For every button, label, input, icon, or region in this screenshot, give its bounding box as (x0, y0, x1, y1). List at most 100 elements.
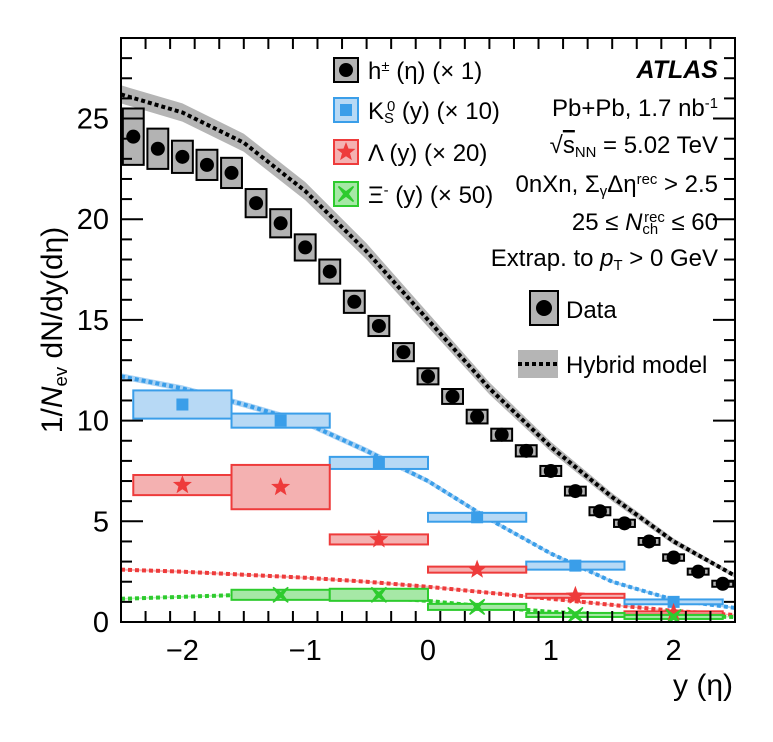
data-point-circle (175, 149, 190, 164)
legend-model-band (518, 350, 558, 378)
data-point-square (274, 414, 287, 427)
data-point (565, 585, 585, 604)
y-tick-label: 10 (77, 406, 109, 438)
data-point (249, 196, 264, 211)
data-point-circle (543, 463, 558, 478)
legend-marker-3 (337, 185, 355, 203)
data-point (470, 409, 485, 424)
x-tick-label: −1 (289, 635, 322, 667)
data-point-xstar (665, 608, 682, 622)
legend-marker-2 (336, 142, 356, 161)
legend-model-label: Hybrid model (566, 352, 707, 379)
data-point-circle (371, 318, 386, 333)
data-point-square (372, 456, 385, 469)
data-point (445, 389, 460, 404)
data-point (664, 602, 684, 621)
info-line-dataset: Pb+Pb, 1.7 nb-1 (552, 95, 718, 122)
legend-label-0: h± (η) (× 1) (368, 58, 482, 85)
y-tick-label: 25 (77, 104, 109, 136)
atlas-label: ATLAS (636, 56, 719, 84)
x-tick-label: 2 (666, 635, 682, 667)
legend-label-3: Ξ- (y) (× 50) (368, 182, 493, 209)
info-block: ATLAS Pb+Pb, 1.7 nb-1 √sNN = 5.02 TeV 0nXn,… (491, 56, 719, 274)
data-point-xstar (567, 606, 584, 622)
data-point (665, 608, 682, 622)
data-point-circle (642, 534, 657, 549)
data-point-circle (592, 504, 607, 519)
data-point-circle (224, 165, 239, 180)
data-point (666, 550, 681, 565)
data-point-circle (199, 157, 214, 172)
data-point-star (369, 529, 389, 548)
y-tick-label: 20 (77, 204, 109, 236)
data-point (199, 157, 214, 172)
data-point (347, 294, 362, 309)
data-point-circle (249, 196, 264, 211)
data-point (592, 504, 607, 519)
legend-data-dot (536, 300, 552, 316)
data-point-xstar (272, 586, 289, 603)
data-point (273, 216, 288, 231)
data-point (691, 564, 706, 579)
legend-style-model: Hybrid model (518, 350, 707, 379)
data-point (175, 149, 190, 164)
data-point-circle (126, 129, 141, 144)
data-point-circle (347, 294, 362, 309)
data-point-circle (421, 369, 435, 384)
info-line-extrapolation: Extrap. to pT > 0 GeV (491, 245, 718, 274)
data-point (369, 529, 389, 548)
model-line-0 (121, 92, 735, 578)
data-point (519, 443, 534, 458)
data-point-circle (691, 564, 706, 579)
data-point-circle (568, 484, 583, 499)
model-band-3 (121, 594, 735, 618)
legend-marker-1 (340, 104, 352, 116)
data-point (322, 264, 337, 279)
data-point-circle (322, 264, 337, 279)
data-point-circle (715, 576, 730, 591)
data-point (494, 427, 509, 442)
data-point-square (667, 595, 680, 608)
data-point-square (569, 559, 582, 572)
data-point (271, 477, 291, 496)
data-point (371, 318, 386, 333)
legend-marker-0 (339, 63, 353, 77)
data-point (617, 516, 632, 531)
data-point (224, 165, 239, 180)
legend-data-label: Data (566, 297, 617, 324)
x-axis-label: y (η) (673, 669, 733, 702)
data-point-circle (494, 427, 509, 442)
data-point-circle (298, 240, 313, 255)
data-point-star (467, 559, 487, 578)
x-tick-label: 1 (543, 635, 559, 667)
legend-box-3 (333, 181, 359, 207)
data-point (421, 369, 435, 384)
data-point (150, 141, 165, 156)
y-tick-label: 0 (93, 607, 109, 639)
data-point (568, 484, 583, 499)
data-point-xstar (337, 185, 355, 203)
data-point (467, 559, 487, 578)
data-point (176, 398, 189, 411)
data-point (469, 598, 486, 616)
legend-style-data: Data (529, 290, 617, 326)
data-point (543, 463, 558, 478)
data-point (298, 240, 313, 255)
plot-frame (120, 37, 736, 623)
data-point-square (340, 104, 352, 116)
legend-label-1: KS0 (y) (× 10) (368, 98, 500, 127)
data-point-circle (617, 516, 632, 531)
data-point (126, 129, 141, 144)
data-point-circle (396, 345, 411, 360)
data-point-circle (666, 550, 681, 565)
data-markers (126, 129, 730, 622)
data-point (471, 511, 484, 524)
info-line-selection: 0nXn, ΣγΔηrec > 2.5 (516, 171, 718, 200)
y-tick-label: 5 (93, 506, 109, 538)
data-point (667, 595, 680, 608)
legend: h± (η) (× 1) KS0 (y) (× 10) Λ (y) (× 20) Ξ-… (333, 57, 707, 379)
data-point (274, 414, 287, 427)
data-point (569, 559, 582, 572)
data-point-star (336, 142, 356, 161)
